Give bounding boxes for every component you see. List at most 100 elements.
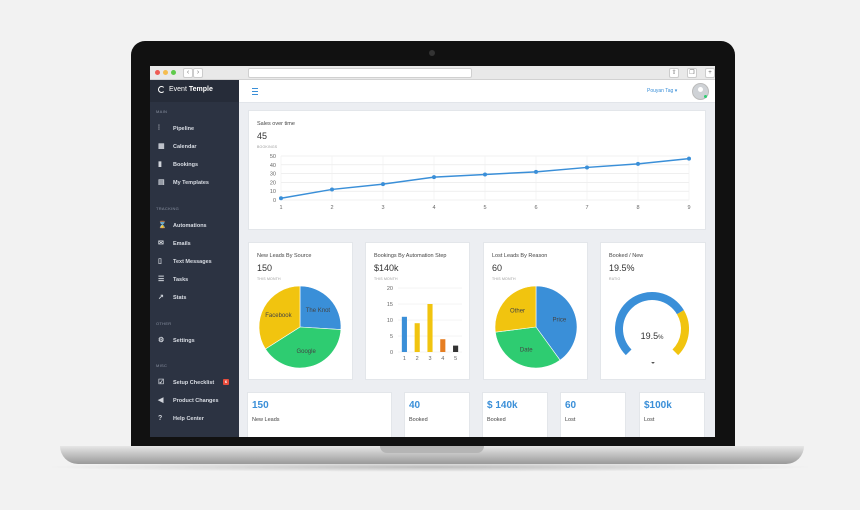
envelope-icon: ✉ <box>158 240 164 247</box>
stat-card-lost-revenue: $100k Lost <box>639 392 705 437</box>
stats-icon: ↗ <box>158 294 164 301</box>
pie-slice-label: Facebook <box>265 313 292 319</box>
section-tracking-label: TRACKING <box>156 206 180 211</box>
section-other-label: OTHER <box>156 321 172 326</box>
sales-title: Sales over time <box>257 121 295 127</box>
lost-reason-title: Lost Leads By Reason <box>492 253 548 259</box>
sidebar-item-product-changes[interactable]: ◀ Product Changes <box>158 396 238 406</box>
address-bar[interactable] <box>248 68 472 78</box>
x-tick-label: 8 <box>636 205 639 211</box>
back-icon[interactable]: ‹ <box>183 68 193 78</box>
logo-icon <box>158 86 165 93</box>
hourglass-icon: ⌛ <box>158 222 167 229</box>
sales-card: Sales over time 45 BOOKINGS 0 10 20 30 40 50 1… <box>248 110 706 230</box>
x-tick-label: 2 <box>416 356 419 362</box>
x-tick-label: 7 <box>585 205 588 211</box>
sidebar-item-stats[interactable]: ↗ Stats <box>158 293 238 303</box>
sidebar-item-label: Text Messages <box>173 259 212 265</box>
sidebar-item-settings[interactable]: ⚙ Settings <box>158 336 238 346</box>
y-tick-label: 10 <box>270 189 276 195</box>
section-misc-label: MISC <box>156 363 168 368</box>
lost-reason-sub: THIS MONTH <box>492 277 516 281</box>
leads-source-pie: The Knot Google Facebook <box>258 285 342 369</box>
stat-label: New Leads <box>252 417 280 423</box>
sales-data-point <box>330 187 334 192</box>
sidebar-item-my-templates[interactable]: ▤ My Templates <box>158 178 238 188</box>
pie-slice <box>258 285 301 350</box>
bar <box>440 339 446 352</box>
leads-source-sub: THIS MONTH <box>257 277 281 281</box>
stat-label: Booked <box>409 417 428 423</box>
sales-data-point <box>636 161 640 166</box>
user-menu[interactable]: Pouyan Tag ▾ <box>647 88 678 94</box>
gauge-arc-fill <box>615 292 684 356</box>
sidebar-item-emails[interactable]: ✉ Emails <box>158 239 238 249</box>
x-tick-label: 5 <box>454 356 457 362</box>
sidebar-item-text-messages[interactable]: ▯ Text Messages <box>158 257 238 267</box>
gear-icon: ⚙ <box>158 337 165 344</box>
sales-sub: BOOKINGS <box>257 145 278 149</box>
leads-source-title: New Leads By Source <box>257 253 312 259</box>
stat-value: $100k <box>644 400 672 411</box>
gauge-center-value: 19.5% <box>641 331 665 341</box>
pie-slice-label: Other <box>510 309 525 315</box>
y-tick-label: 10 <box>387 318 393 324</box>
sidebar-item-help-center[interactable]: ? Help Center <box>158 414 238 424</box>
sidebar-item-label: Bookings <box>173 162 199 168</box>
stat-value: 150 <box>252 400 269 411</box>
laptop-notch <box>380 446 484 453</box>
calendar-icon: ▦ <box>158 143 165 150</box>
megaphone-icon: ◀ <box>158 397 164 404</box>
sidebar-item-pipeline[interactable]: ⫶ Pipeline <box>158 124 238 134</box>
sales-data-point <box>483 172 487 177</box>
sidebar-item-label: My Templates <box>173 180 209 186</box>
gauge-arc-rest <box>672 310 689 356</box>
minimize-window-dot[interactable] <box>163 70 168 75</box>
lost-reason-pie: Price Date Other <box>494 285 578 369</box>
stat-value: 60 <box>565 400 577 411</box>
sales-data-point <box>585 165 589 170</box>
y-tick-label: 50 <box>270 154 276 160</box>
close-window-dot[interactable] <box>155 70 160 75</box>
x-tick-label: 6 <box>534 205 537 211</box>
pie-slice-label: Google <box>296 349 316 355</box>
y-tick-label: 40 <box>270 163 276 169</box>
sidebar-item-setup-checklist[interactable]: ☑ Setup Checklist 6 <box>158 378 238 388</box>
sidebar-item-bookings[interactable]: ▮ Bookings <box>158 160 238 170</box>
lost-reason-card: Lost Leads By Reason 60 THIS MONTH Price… <box>483 242 588 380</box>
booked-ratio-title: Booked / New <box>609 253 644 259</box>
bar <box>401 316 407 352</box>
brand-name: Temple <box>188 86 213 93</box>
sidebar: Event Temple MAIN ⫶ Pipeline ▦ Calendar ▮ B… <box>150 80 239 437</box>
share-icon[interactable]: ⇧ <box>669 68 679 78</box>
forward-icon[interactable]: › <box>193 68 203 78</box>
sales-line-chart: 0 10 20 30 40 50 1 2 3 4 5 6 7 8 9 <box>270 154 691 211</box>
sidebar-item-label: Setup Checklist <box>173 380 215 386</box>
automation-value: $140k <box>374 263 399 273</box>
y-tick-label: 20 <box>387 286 393 292</box>
stat-card-booked-revenue: $ 140k Booked <box>482 392 548 437</box>
y-tick-label: 20 <box>270 180 276 186</box>
sidebar-item-automations[interactable]: ⌛ Automations <box>158 221 238 231</box>
section-main-label: MAIN <box>156 109 168 114</box>
bar <box>453 345 459 352</box>
brand-prefix: Event <box>169 86 187 93</box>
sidebar-item-calendar[interactable]: ▦ Calendar <box>158 142 238 152</box>
tabs-icon[interactable]: ❐ <box>687 68 697 78</box>
new-tab-icon[interactable]: + <box>705 68 715 78</box>
x-tick-label: 2 <box>330 205 333 211</box>
stat-card-lost-count: 60 Lost <box>560 392 626 437</box>
stat-label: Lost <box>644 417 655 423</box>
sidebar-item-tasks[interactable]: ☰ Tasks <box>158 275 238 285</box>
tasks-icon: ☰ <box>158 276 165 283</box>
sidebar-item-label: Automations <box>173 223 207 229</box>
booked-ratio-gauge: 19.5% ◒ <box>615 292 689 366</box>
menu-toggle-icon[interactable] <box>252 88 258 95</box>
booked-ratio-sub: RATIO <box>609 277 621 281</box>
sales-data-point <box>687 156 691 161</box>
x-tick-label: 3 <box>381 205 384 211</box>
brand-logo[interactable]: Event Temple <box>150 80 239 102</box>
sidebar-item-label: Pipeline <box>173 126 195 132</box>
pie-slice <box>494 285 537 333</box>
maximize-window-dot[interactable] <box>171 70 176 75</box>
